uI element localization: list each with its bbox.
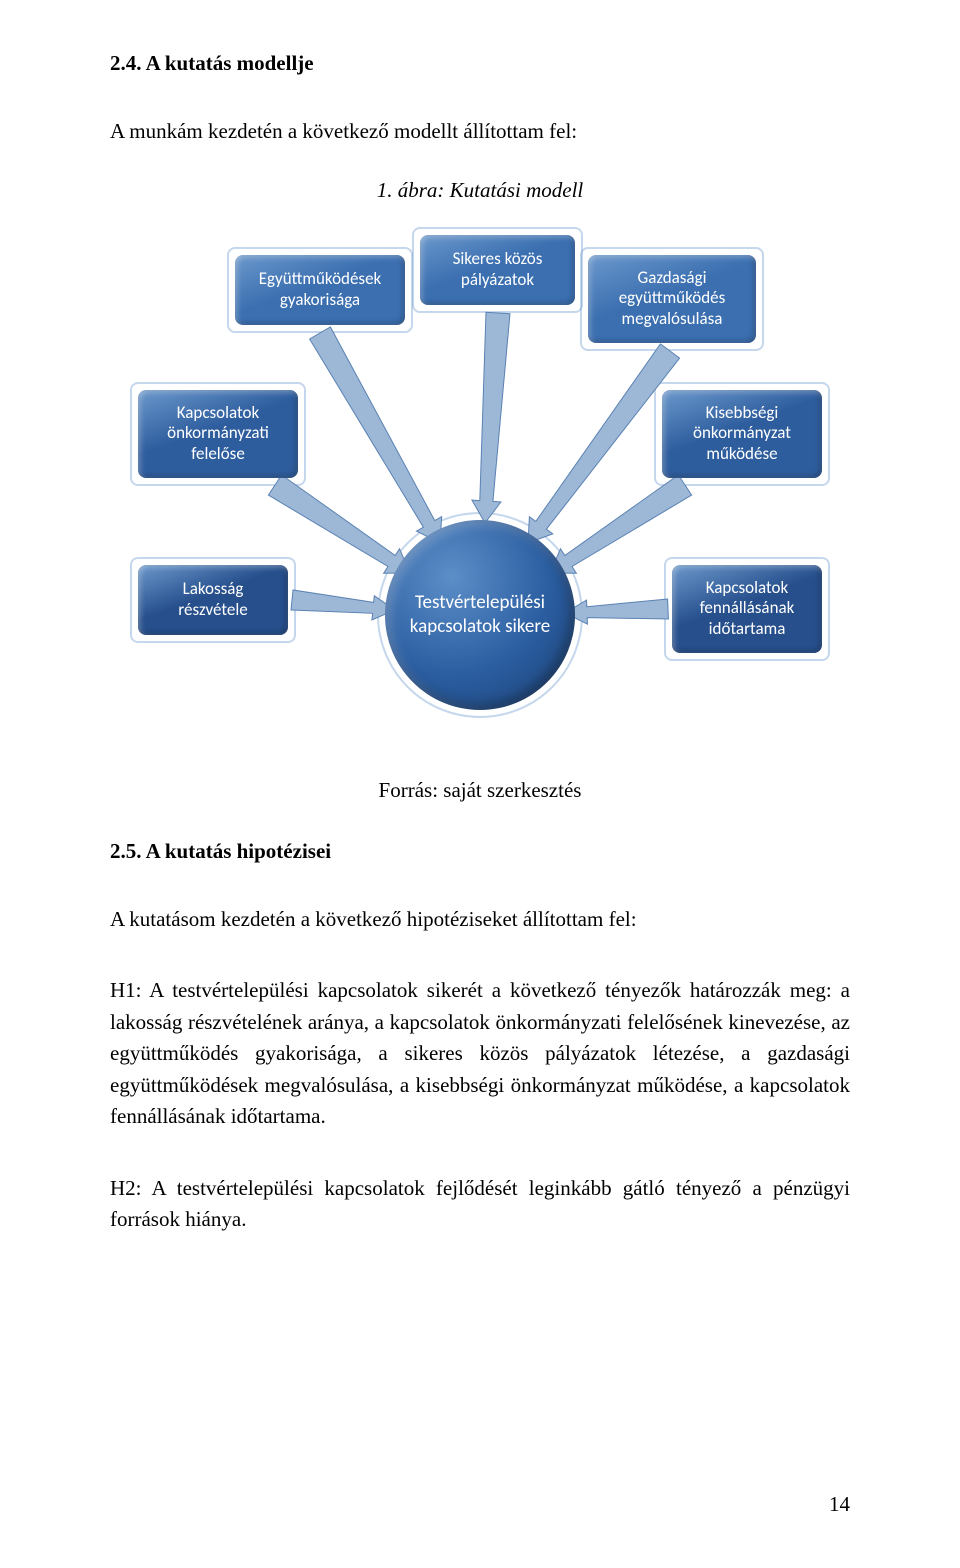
research-model-diagram: Testvértelepülési kapcsolatok sikere Együ… (110, 225, 850, 745)
section-heading-hypotheses: 2.5. A kutatás hipotézisei (110, 836, 850, 868)
diagram-node-m1: Kapcsolatok önkormányzati felelőse (138, 390, 298, 478)
section-heading-model: 2.4. A kutatás modellje (110, 48, 850, 80)
diagram-node-t3: Gazdasági együttműködés megvalósulása (588, 255, 756, 343)
diagram-node-b2: Kapcsolatok fennállásának időtartama (672, 565, 822, 653)
diagram-node-t2: Sikeres közös pályázatok (420, 235, 575, 305)
diagram-node-m2: Kisebbségi önkormányzat működése (662, 390, 822, 478)
diagram-node-b1: Lakosság részvétele (138, 565, 288, 635)
figure-caption: 1. ábra: Kutatási modell (110, 175, 850, 207)
page-number: 14 (829, 1489, 850, 1521)
diagram-center-node: Testvértelepülési kapcsolatok sikere (385, 520, 575, 710)
intro-model-text: A munkám kezdetén a következő modellt ál… (110, 116, 850, 148)
hypothesis-h2: H2: A testvértelepülési kapcsolatok fejl… (110, 1173, 850, 1236)
hypothesis-h1: H1: A testvértelepülési kapcsolatok sike… (110, 975, 850, 1133)
intro-hyp-text: A kutatásom kezdetén a következő hipotéz… (110, 904, 850, 936)
figure-source: Forrás: saját szerkesztés (110, 775, 850, 807)
diagram-node-t1: Együttműködések gyakorisága (235, 255, 405, 325)
